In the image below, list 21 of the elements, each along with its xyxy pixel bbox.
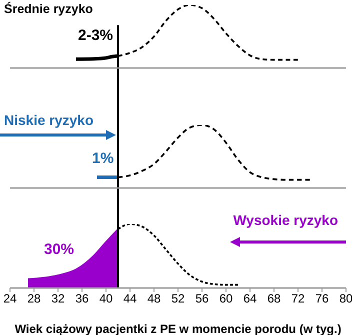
- annotation: 2-3%: [78, 27, 114, 44]
- x-tick-label: 56: [195, 292, 209, 306]
- chart-title: Niskie ryzyko: [4, 112, 94, 128]
- x-tick-label: 36: [75, 292, 89, 306]
- annotation: 1%: [92, 150, 114, 167]
- x-tick-label: 32: [51, 292, 65, 306]
- x-tick-label: 72: [291, 292, 305, 306]
- x-tick-label: 48: [147, 292, 161, 306]
- x-tick-label: 24: [3, 292, 17, 306]
- x-tick-label: 80: [339, 292, 353, 306]
- chart-title: Wysokie ryzyko: [233, 212, 338, 228]
- chart-title: Średnie ryzyko: [4, 2, 93, 16]
- x-tick-label: 68: [267, 292, 281, 306]
- x-tick-label: 60: [219, 292, 233, 306]
- annotation: 30%: [44, 241, 74, 258]
- x-tick-label: 52: [171, 292, 185, 306]
- x-tick-label: 76: [315, 292, 329, 306]
- x-tick-label: 64: [243, 292, 257, 306]
- x-tick-label: 28: [27, 292, 41, 306]
- x-tick-label: 44: [123, 292, 137, 306]
- x-tick-label: 40: [99, 292, 113, 306]
